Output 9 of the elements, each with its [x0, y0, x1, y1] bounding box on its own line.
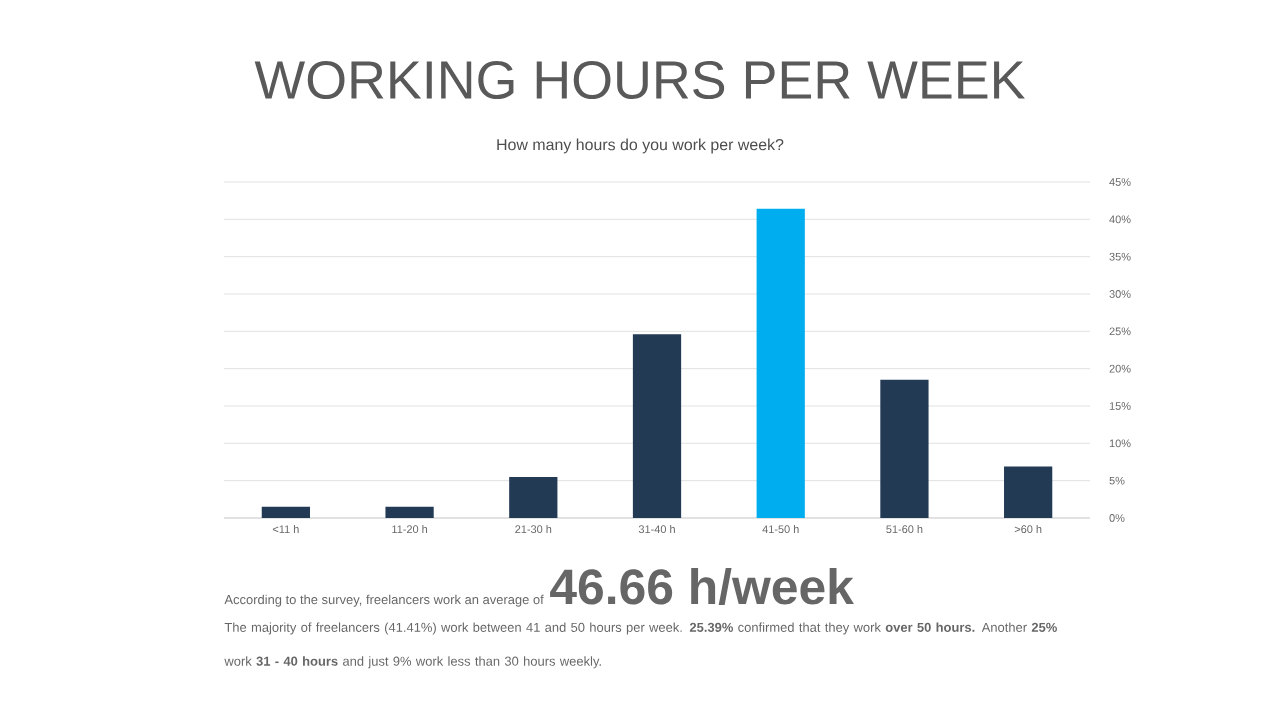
bar [756, 208, 805, 518]
bar [1004, 466, 1053, 518]
chart-title: WORKING HOURS PER WEEK [254, 60, 1025, 100]
bar [261, 506, 310, 518]
text: 46.66 h/week [550, 567, 854, 605]
bar [632, 334, 682, 518]
bar [509, 476, 558, 518]
bar [880, 379, 929, 518]
bar [385, 506, 434, 518]
